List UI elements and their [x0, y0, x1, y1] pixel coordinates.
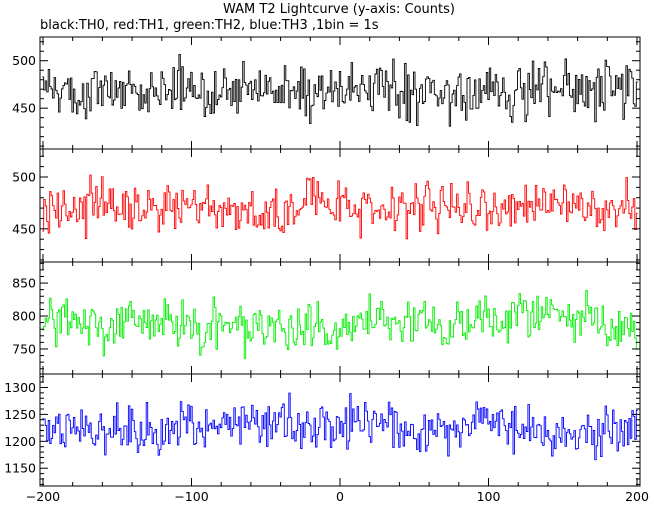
series-line-TH2 [42, 289, 638, 359]
series-line-TH0 [42, 53, 638, 127]
x-tick-label: −200 [26, 489, 60, 504]
y-tick-label: 750 [12, 341, 36, 356]
x-tick-label: 100 [477, 489, 501, 504]
series-line-TH3 [42, 392, 638, 461]
y-tick-label: 450 [12, 221, 36, 236]
y-tick-label: 1150 [4, 461, 36, 476]
y-tick-label: 450 [12, 101, 36, 116]
y-tick-label: 500 [12, 53, 36, 68]
chart-title: WAM T2 Lightcurve (y-axis: Counts) [223, 2, 455, 17]
panels: 450 500 450 500 750 800 850 1150 1200 1250 1300 −20… [4, 36, 649, 504]
y-tick-label: 1200 [4, 434, 36, 449]
series-line-TH1 [42, 174, 638, 240]
y-tick-label: 1300 [4, 380, 36, 395]
x-tick-label: −100 [174, 489, 208, 504]
y-tick-label: 850 [12, 276, 36, 291]
y-tick-label: 1250 [4, 407, 36, 422]
y-tick-label: 800 [12, 309, 36, 324]
x-tick-label: 200 [625, 489, 649, 504]
chart-subtitle: black:TH0, red:TH1, green:TH2, blue:TH3 … [40, 18, 379, 33]
panel-frame-3 [39, 261, 641, 375]
y-tick-label: 500 [12, 169, 36, 184]
x-tick-label: 0 [336, 489, 344, 504]
